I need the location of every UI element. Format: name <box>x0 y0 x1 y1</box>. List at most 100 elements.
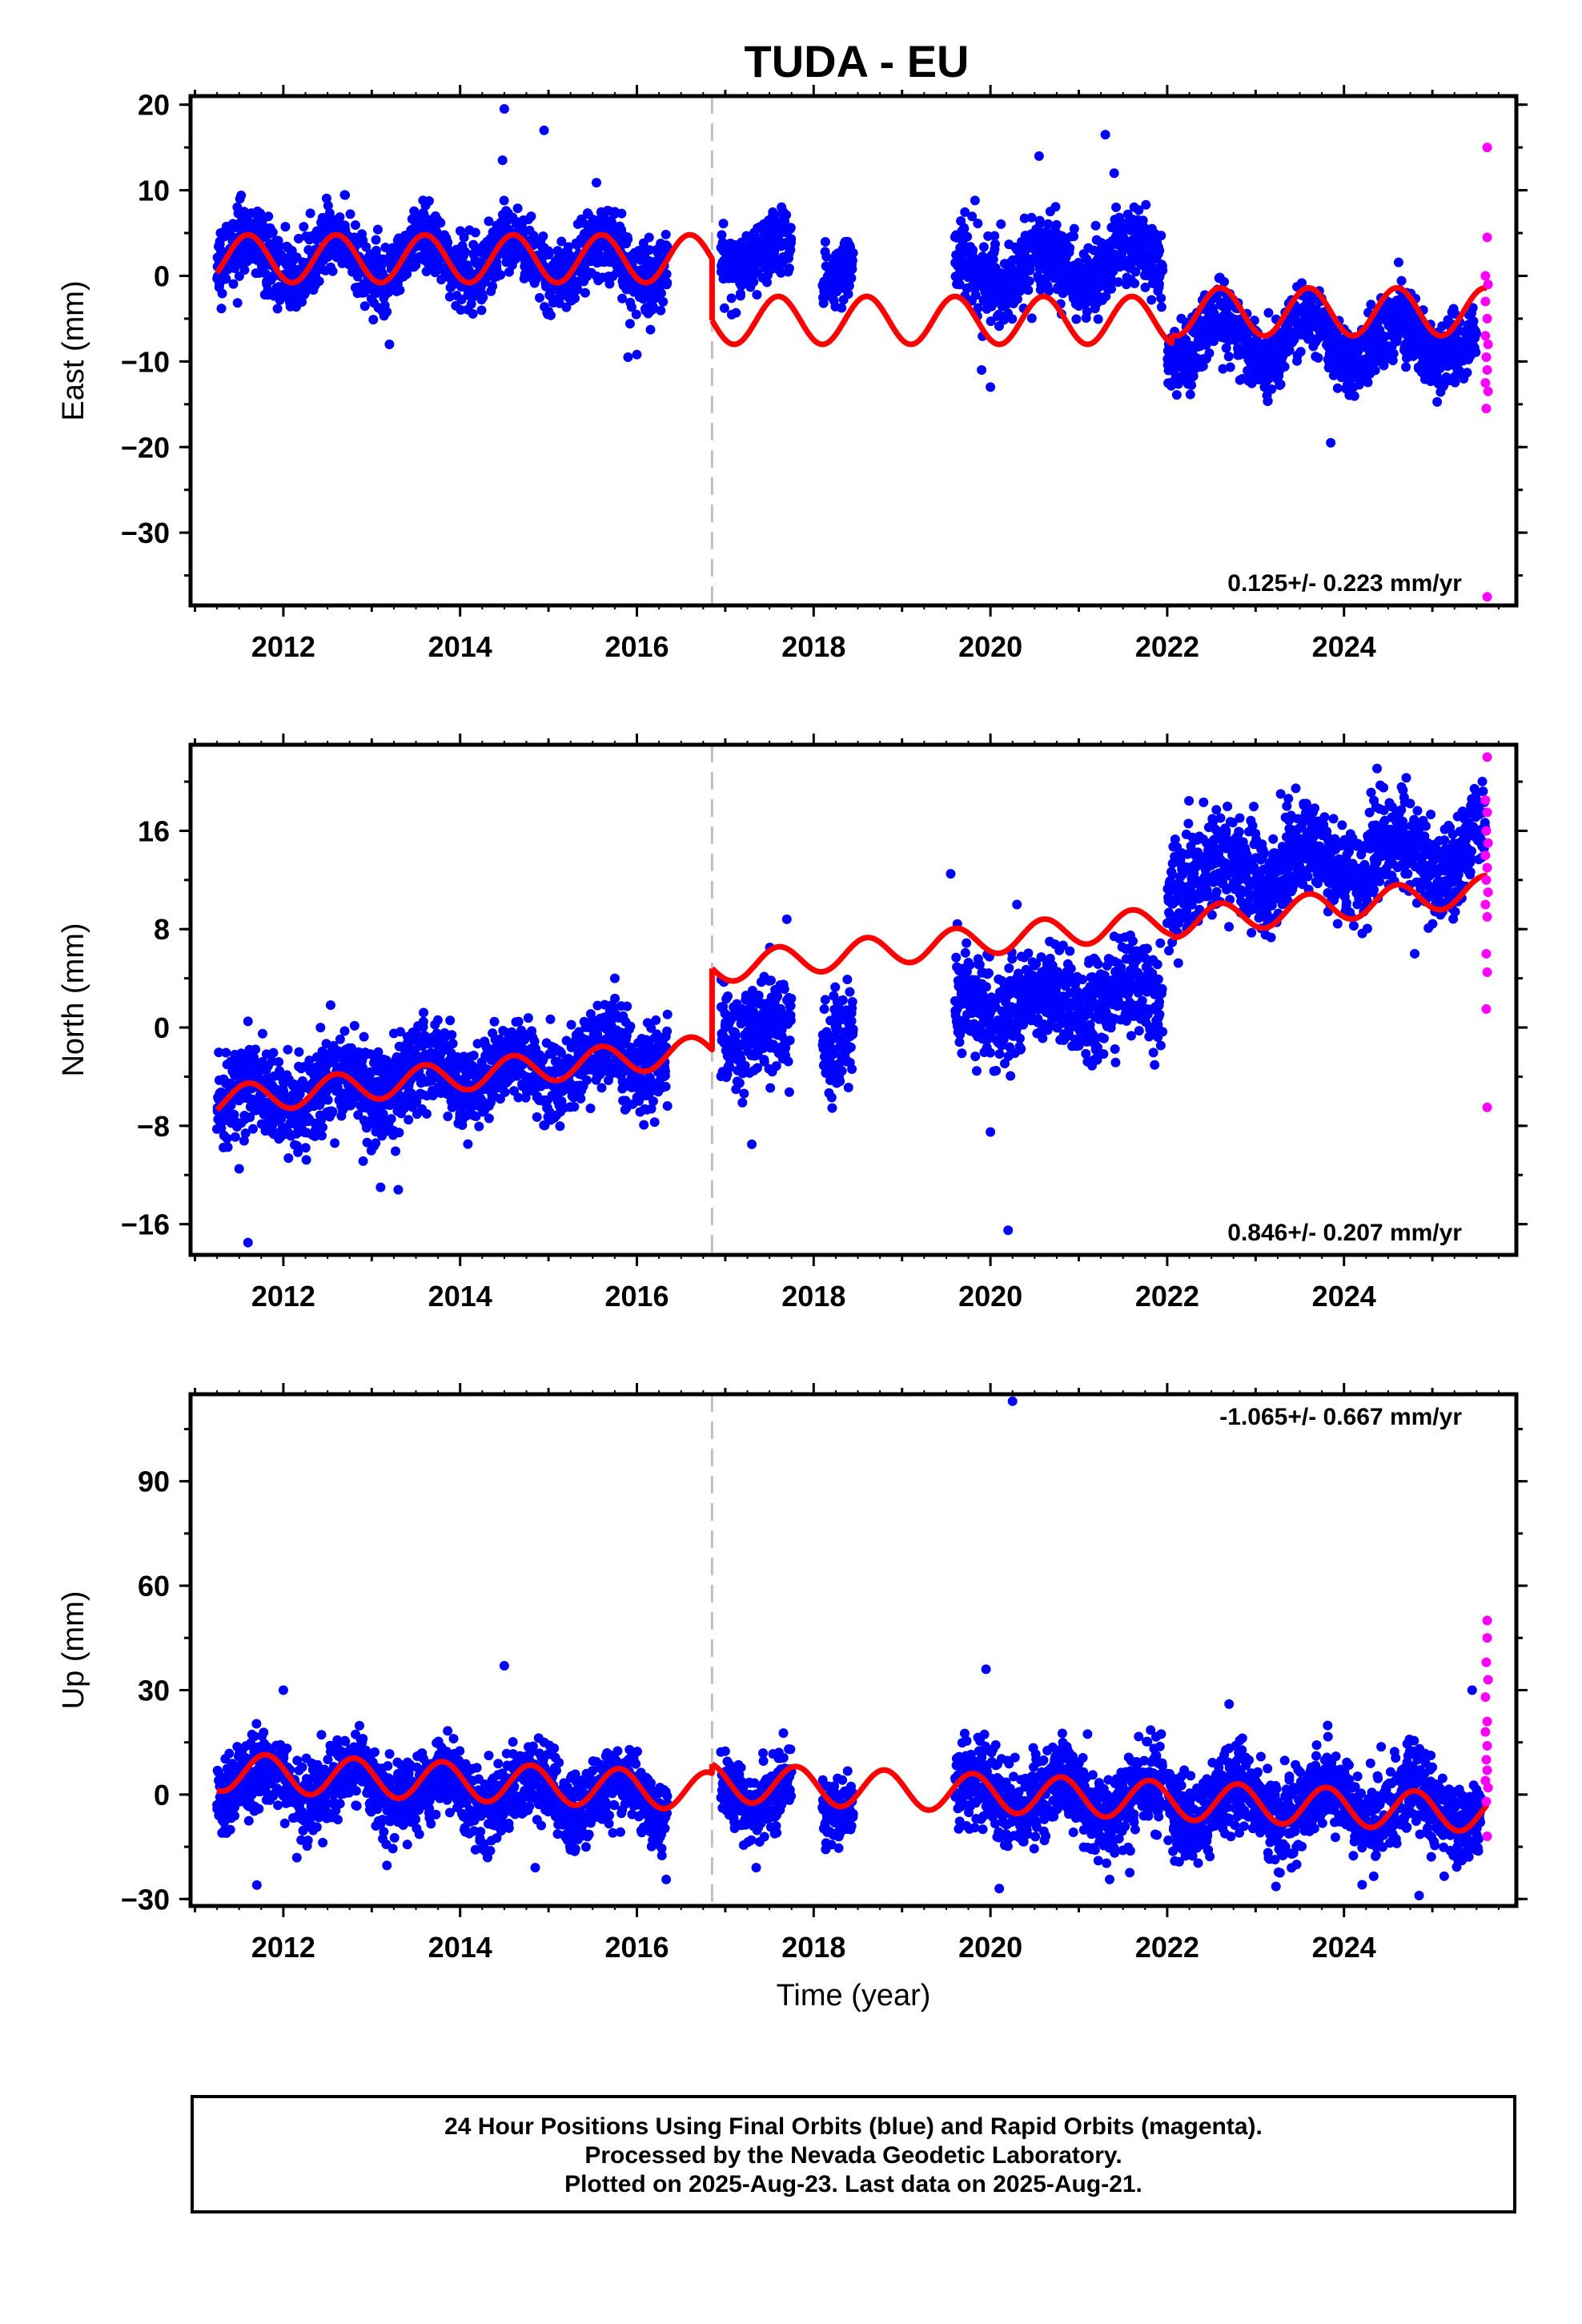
model-fit-line <box>709 293 1174 348</box>
final-orbit-point <box>327 266 338 276</box>
final-orbit-point <box>1267 384 1277 394</box>
plot-area <box>212 96 1489 605</box>
final-orbit-point <box>848 247 858 258</box>
final-orbit-point <box>325 1000 335 1011</box>
rapid-orbit-point <box>1482 365 1492 376</box>
final-orbit-point <box>1453 326 1464 336</box>
final-orbit-point <box>480 276 491 287</box>
final-orbit-point <box>512 203 523 214</box>
final-orbit-point <box>624 319 635 329</box>
final-orbit-outlier <box>1034 151 1044 161</box>
final-orbit-point <box>970 195 980 206</box>
final-orbit-point <box>616 208 627 219</box>
final-orbit-point <box>371 235 381 245</box>
final-orbit-point <box>523 1013 533 1023</box>
final-orbit-point <box>424 196 434 207</box>
rapid-orbit-point <box>1483 386 1493 396</box>
final-orbit-point <box>1380 332 1391 342</box>
final-orbit-point <box>1223 352 1234 362</box>
final-orbit-point <box>305 208 315 219</box>
final-orbit-point <box>247 1124 258 1134</box>
final-orbit-point <box>335 212 345 223</box>
final-orbit-point <box>1138 215 1148 226</box>
final-orbit-point <box>1043 219 1054 229</box>
final-orbit-point <box>1069 223 1079 234</box>
final-orbit-point <box>217 288 227 299</box>
final-orbit-point <box>556 236 567 247</box>
final-orbit-point <box>1387 356 1398 366</box>
final-orbit-point <box>1188 371 1199 381</box>
x-tick-label: 2018 <box>781 1280 845 1313</box>
final-orbit-point <box>1019 213 1030 223</box>
final-orbit-point <box>232 298 243 308</box>
final-orbit-point <box>1158 265 1168 275</box>
final-orbit-point <box>478 292 488 303</box>
y-axis-label: North (mm) <box>57 923 90 1076</box>
final-orbit-point <box>1275 379 1286 389</box>
final-orbit-point <box>1263 308 1274 318</box>
final-orbit-point <box>967 211 978 222</box>
final-orbit-point <box>962 231 973 242</box>
final-orbit-point <box>349 1020 359 1031</box>
final-orbit-outlier <box>986 382 996 392</box>
final-orbit-point <box>1035 219 1046 229</box>
final-orbit-point <box>570 293 580 304</box>
final-orbit-point <box>358 1156 368 1166</box>
final-orbit-point <box>631 309 641 320</box>
final-orbit-point <box>1332 383 1343 393</box>
final-orbit-point <box>1231 335 1242 345</box>
final-orbit-point <box>1462 368 1472 378</box>
final-orbit-point <box>1401 362 1411 372</box>
final-orbit-point <box>257 1028 267 1039</box>
final-orbit-point <box>545 310 556 320</box>
final-orbit-point <box>223 1142 233 1152</box>
final-orbit-point <box>293 234 303 244</box>
final-orbit-point <box>1113 277 1123 287</box>
x-tick-label: 2012 <box>251 1280 315 1313</box>
final-orbit-point <box>323 251 333 262</box>
final-orbit-point <box>1154 279 1164 289</box>
final-orbit-point <box>1130 278 1140 288</box>
final-orbit-point <box>1012 294 1022 304</box>
x-tick-label: 2016 <box>604 1280 669 1313</box>
plot-area <box>211 745 1491 1255</box>
final-orbit-point <box>1349 391 1359 401</box>
x-tick-label: 2024 <box>1312 1280 1376 1313</box>
final-orbit-point <box>268 1047 279 1058</box>
final-orbit-point <box>645 324 656 335</box>
final-orbit-point <box>786 234 797 244</box>
y-tick-label: −30 <box>121 517 170 549</box>
final-orbit-point <box>1185 389 1195 400</box>
final-orbit-point <box>1044 286 1054 296</box>
final-orbit-point <box>996 219 1006 229</box>
rapid-orbit-point <box>1482 592 1492 602</box>
final-orbit-point <box>474 1121 484 1132</box>
final-orbit-point <box>463 1139 473 1149</box>
final-orbit-point <box>726 293 737 304</box>
final-orbit-outlier <box>539 125 549 135</box>
final-orbit-point <box>846 273 857 283</box>
final-orbit-point <box>1263 396 1273 406</box>
final-orbit-point <box>221 1047 231 1058</box>
final-orbit-point <box>1146 295 1157 305</box>
final-orbit-point <box>468 308 478 319</box>
final-orbit-point <box>489 1016 500 1027</box>
final-orbit-point <box>432 1015 443 1025</box>
x-tick-label: 2014 <box>428 630 492 663</box>
final-orbit-point <box>1472 328 1482 339</box>
final-orbit-point <box>1065 243 1075 253</box>
x-tick-label: 2018 <box>781 630 845 663</box>
final-orbit-point <box>1454 366 1464 376</box>
final-orbit-point <box>380 243 391 253</box>
final-orbit-point <box>488 281 498 292</box>
final-orbit-point <box>359 301 370 312</box>
final-orbit-point <box>749 277 759 287</box>
final-orbit-point <box>1156 231 1166 241</box>
final-orbit-point <box>1279 361 1290 372</box>
final-orbit-point <box>844 280 854 291</box>
final-orbit-point <box>394 1128 404 1138</box>
final-orbit-point <box>623 234 633 244</box>
final-orbit-point <box>954 279 965 290</box>
final-orbit-point <box>607 217 617 227</box>
